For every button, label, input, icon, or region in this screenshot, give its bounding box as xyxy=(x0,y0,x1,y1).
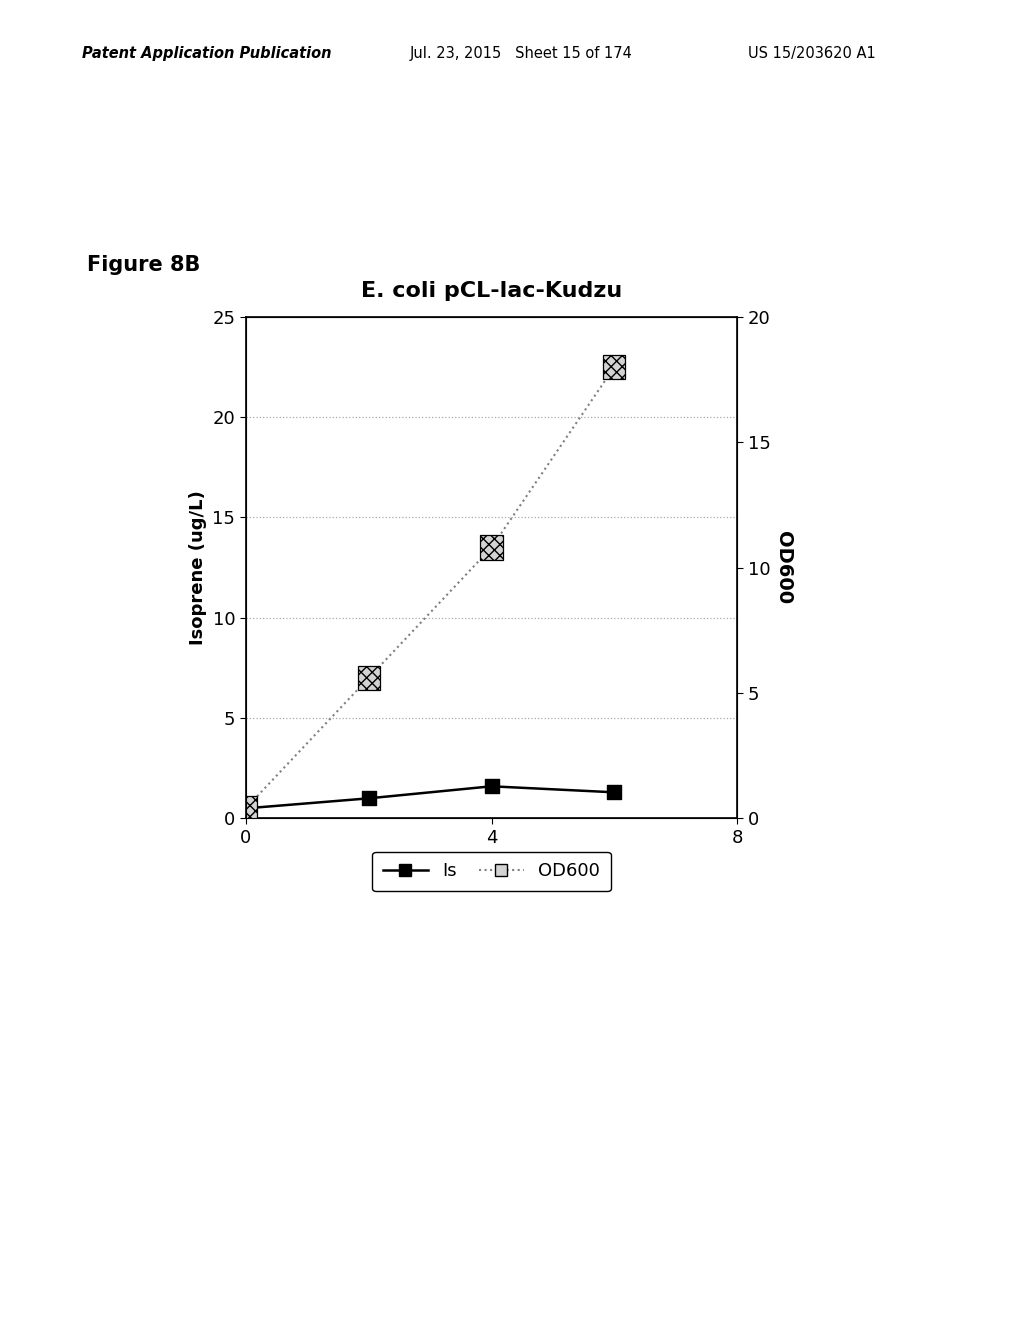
Bar xyxy=(603,355,626,379)
X-axis label: Time (hr): Time (hr) xyxy=(437,853,546,873)
Text: Jul. 23, 2015   Sheet 15 of 174: Jul. 23, 2015 Sheet 15 of 174 xyxy=(410,46,633,61)
Point xyxy=(360,788,377,809)
Bar xyxy=(480,535,503,560)
Point xyxy=(483,776,500,797)
Bar xyxy=(234,796,257,821)
Bar xyxy=(357,665,380,690)
Y-axis label: OD600: OD600 xyxy=(774,531,793,605)
Legend: Is, OD600: Is, OD600 xyxy=(372,851,611,891)
Text: Patent Application Publication: Patent Application Publication xyxy=(82,46,332,61)
Point xyxy=(606,781,623,803)
Text: Figure 8B: Figure 8B xyxy=(87,255,201,275)
Y-axis label: Isoprene (ug/L): Isoprene (ug/L) xyxy=(188,490,207,645)
Text: US 15/203620 A1: US 15/203620 A1 xyxy=(748,46,876,61)
Title: E. coli pCL-lac-Kudzu: E. coli pCL-lac-Kudzu xyxy=(360,281,623,301)
Point xyxy=(238,797,254,818)
